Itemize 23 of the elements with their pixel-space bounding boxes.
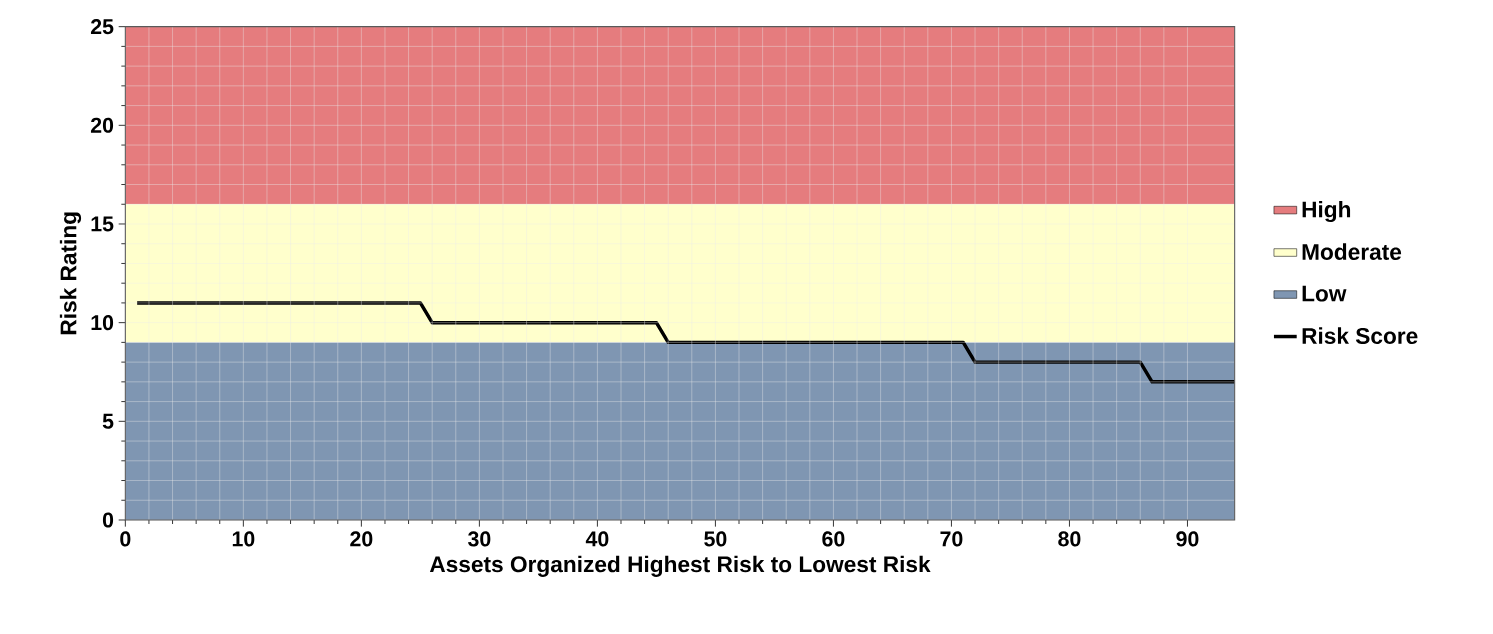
line-series <box>135 301 1235 384</box>
x-tick-label: 0 <box>120 531 131 547</box>
x-tick-label: 90 <box>1176 531 1199 547</box>
x-tick-label: 20 <box>350 531 373 547</box>
y-tick-label: 5 <box>102 413 114 429</box>
x-tick-label: 70 <box>940 531 963 547</box>
y-tick-label: 0 <box>102 512 114 528</box>
x-tick-label: 40 <box>585 531 609 547</box>
x-tick-label: 10 <box>232 531 255 547</box>
y-tick-label: 25 <box>90 19 114 35</box>
y-axis-title: Risk Rating <box>59 212 82 335</box>
x-tick-label: 60 <box>822 531 845 547</box>
band-label: High <box>1302 200 1351 223</box>
y-tick-label: 20 <box>90 117 114 133</box>
x-tick-label: 80 <box>1058 531 1081 547</box>
y-tick-label: 10 <box>91 315 114 331</box>
band-label: Moderate <box>1302 243 1402 260</box>
x-axis-title: Assets Organized Highest Risk to Lowest Risk <box>429 555 931 577</box>
x-tick-label: 30 <box>468 531 491 547</box>
x-tick-label: 50 <box>704 531 727 547</box>
legend-label: Low <box>1302 285 1347 302</box>
y-tick-label: 15 <box>91 216 114 232</box>
legend-label: Risk Score <box>1302 327 1418 344</box>
